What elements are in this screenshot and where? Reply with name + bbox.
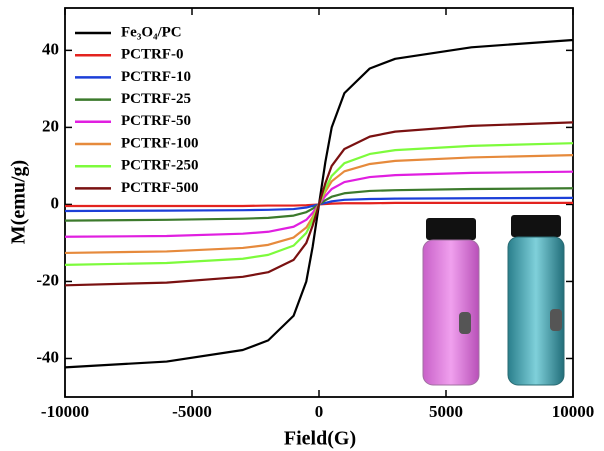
y-tick-label: 40	[42, 39, 59, 58]
x-tick-label: 10000	[552, 402, 595, 421]
series-line	[64, 121, 574, 287]
legend-label: PCTRF-25	[121, 91, 191, 107]
x-tick-label: -10000	[41, 402, 89, 421]
legend-label: PCTRF-100	[121, 135, 199, 151]
legend-label: PCTRF-10	[121, 69, 191, 85]
x-axis-title: Field(G)	[284, 428, 356, 450]
legend-label: Fe₃O₄/PC	[121, 24, 182, 40]
x-tick-label: -5000	[172, 402, 212, 421]
y-axis-title: M(emu/g)	[8, 160, 30, 244]
y-tick-label: 20	[42, 116, 59, 135]
y-tick-label: -40	[36, 347, 59, 366]
legend-label: PCTRF-50	[121, 113, 191, 129]
legend-label: PCTRF-500	[121, 180, 199, 196]
x-tick-label: 5000	[429, 402, 463, 421]
legend-label: PCTRF-0	[121, 47, 184, 63]
vial-photo	[422, 215, 565, 386]
y-tick-label: 0	[51, 193, 60, 212]
x-tick-label: 0	[315, 402, 324, 421]
y-tick-label: -20	[36, 270, 59, 289]
legend-label: PCTRF-250	[121, 158, 199, 174]
